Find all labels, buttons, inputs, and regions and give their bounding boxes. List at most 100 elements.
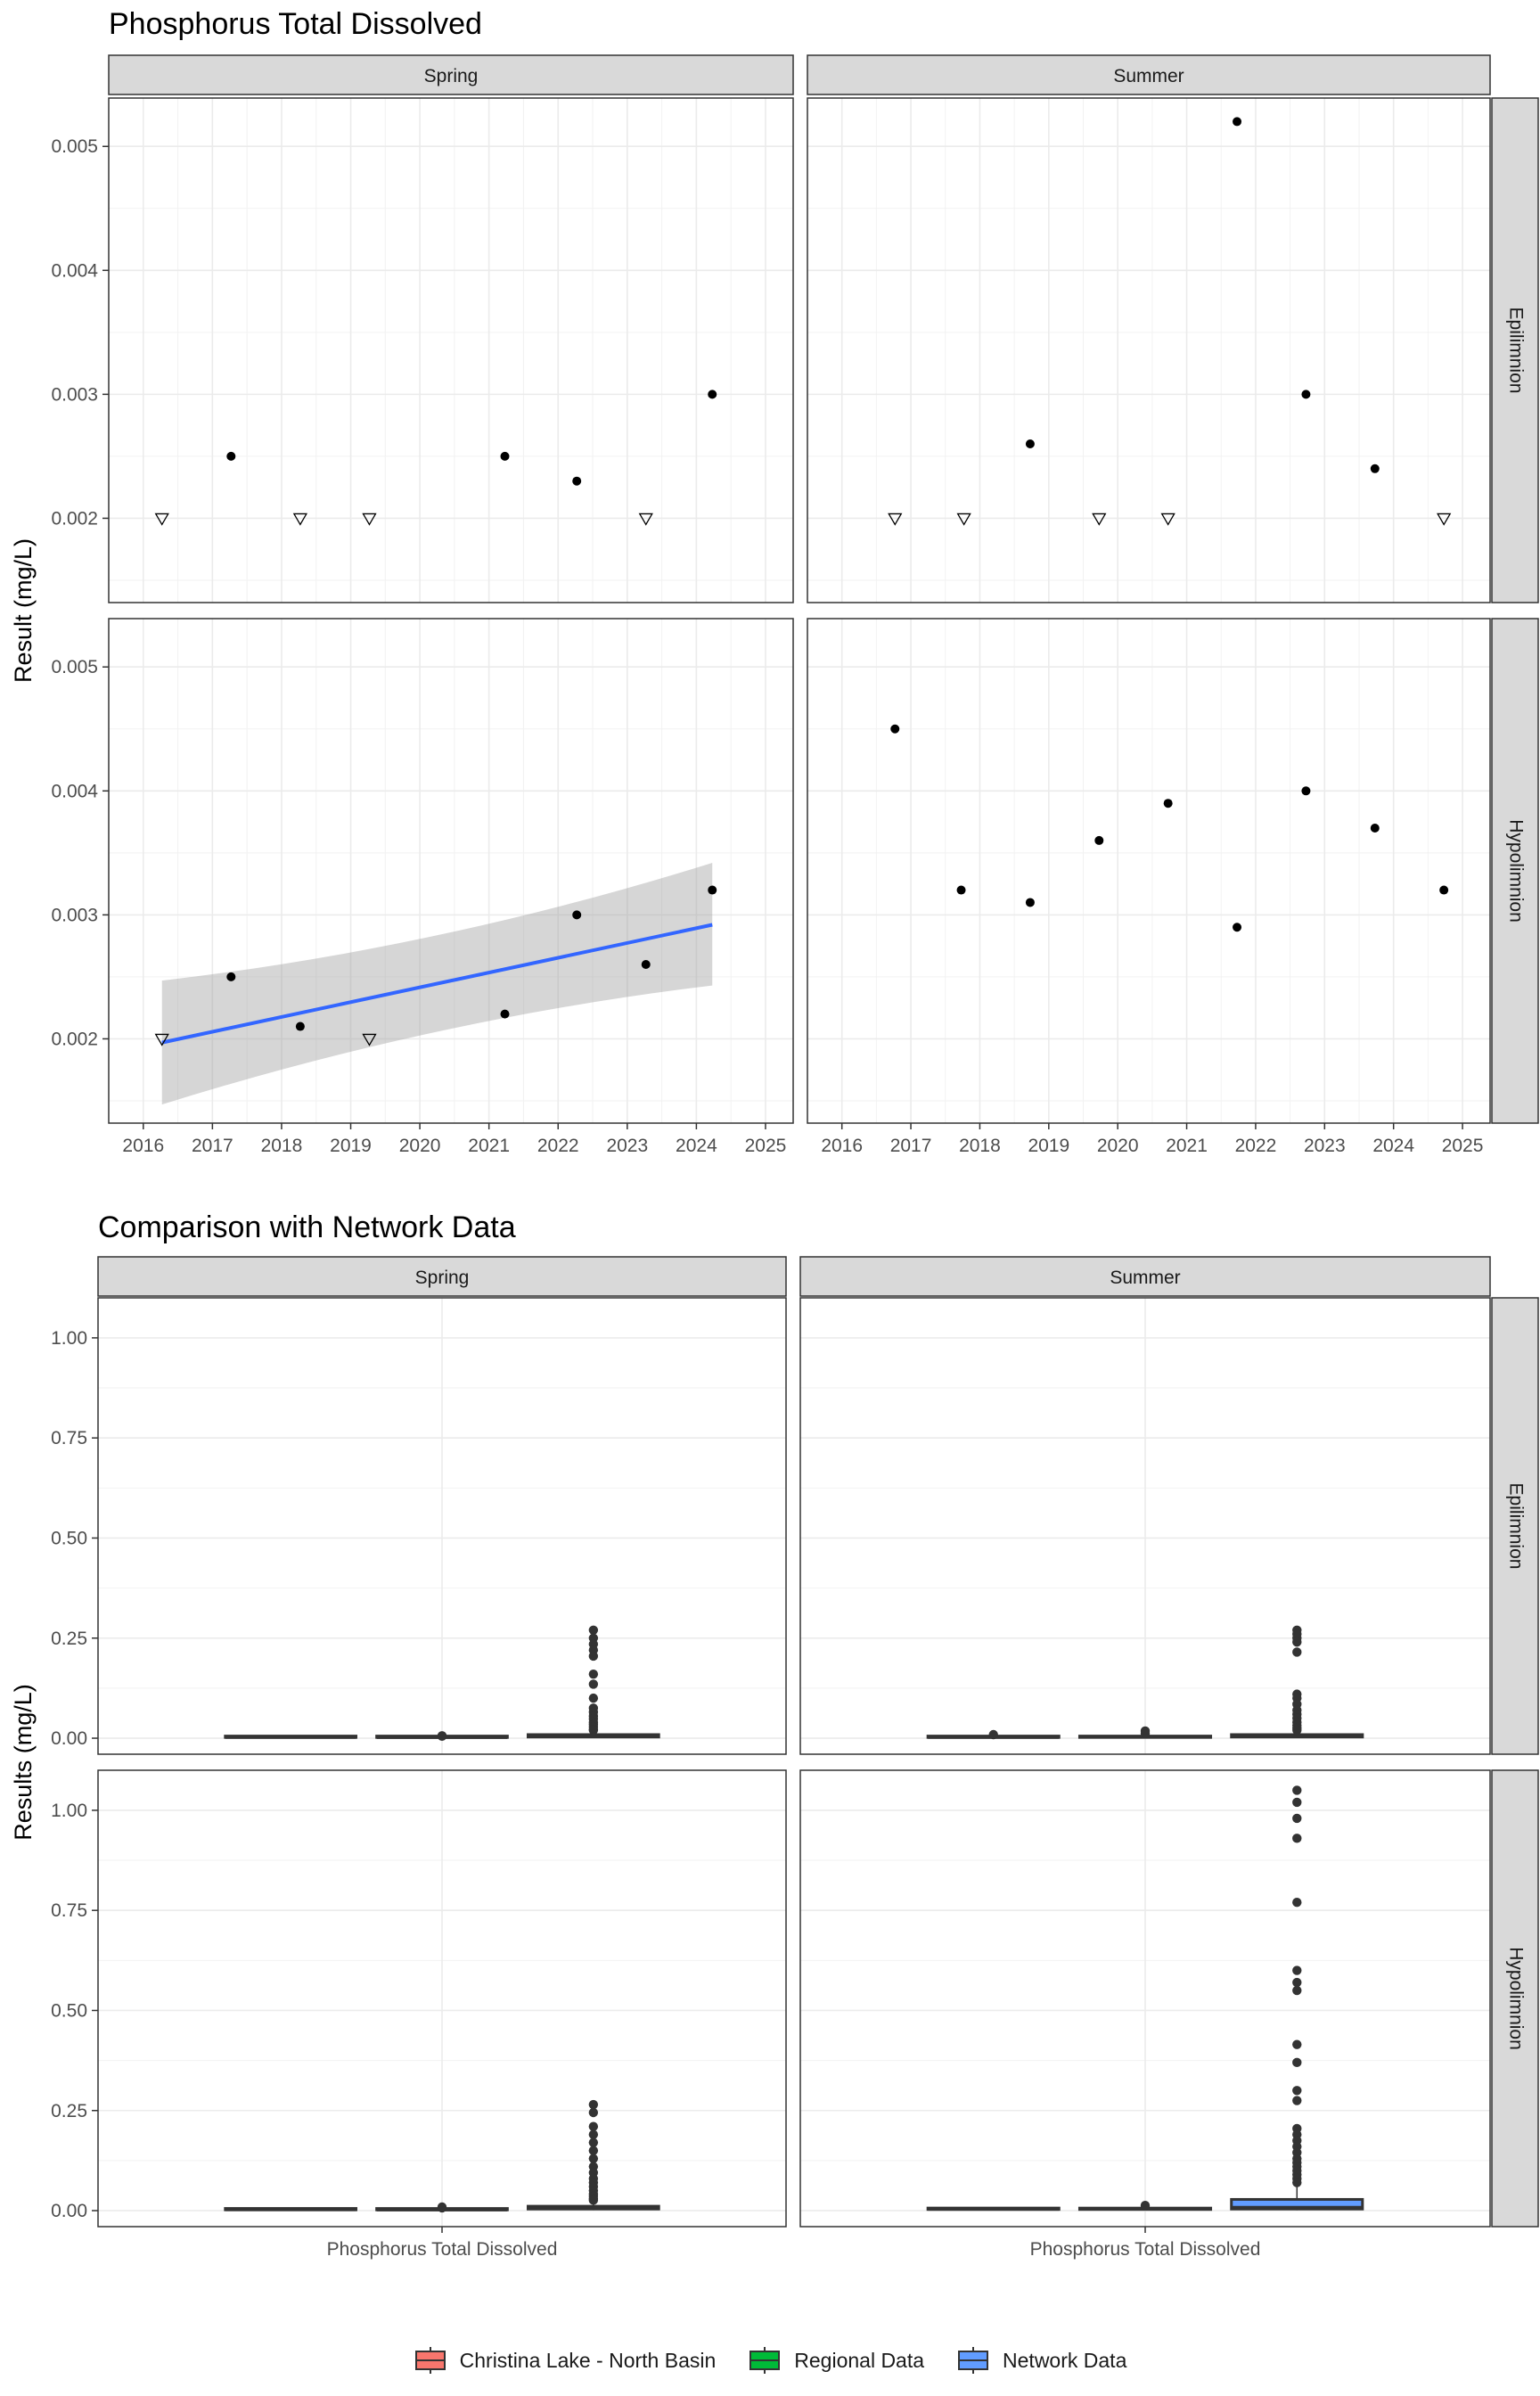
p2-summer-epilimnion-outlier (1292, 1725, 1302, 1735)
p2-row-strip-label-hypolimnion: Hypolimnion (1505, 1947, 1526, 2050)
p1-spring-hypolimnion-bdl-marker (362, 1033, 377, 1046)
p2-spring-hypolimnion-outlier (588, 2129, 599, 2139)
p1-spring-epilimnion-panel-bg (109, 98, 793, 603)
p2-strip-summer (799, 1256, 1491, 1297)
p2-summer-hypolimnion-outlier (1292, 2057, 1302, 2068)
p2-summer-epilimnion-panel-border (799, 1297, 1491, 1755)
p1-strip-label-summer: Summer (1113, 66, 1184, 86)
p1-x-tick-label: 2018 (261, 1136, 303, 1156)
p1-y-tick-label: 0.005 (51, 657, 98, 677)
p2-spring-epilimnion-outlier (437, 1731, 447, 1741)
p1-y-tick-label: 0.004 (51, 260, 98, 281)
p2-y-axis-label: Results (mg/L) (10, 1684, 37, 1841)
p1-summer-epilimnion-bdl-marker (956, 513, 971, 526)
p2-summer-hypolimnion-outlier (1292, 2039, 1302, 2049)
p1-row-strip-label-hypolimnion: Hypolimnion (1505, 819, 1526, 923)
p1-x-tick-label: 2019 (330, 1136, 372, 1156)
p1-x-tick-label: 2023 (606, 1136, 648, 1156)
legend-key (748, 2347, 782, 2374)
p2-y-tick-label: 1.00 (51, 1801, 87, 1821)
p1-spring-epilimnion-bdl-marker (154, 513, 169, 526)
p1-spring-hypolimnion-data-point (572, 910, 582, 920)
p2-strip-label-summer: Summer (1110, 1268, 1180, 1288)
p1-x-tick-label: 2020 (399, 1136, 441, 1156)
p1-summer-epilimnion-bdl-marker (1437, 513, 1452, 526)
p2-spring-hypolimnion-outlier (588, 2107, 599, 2118)
p1-x-tick-label: 2021 (1166, 1136, 1208, 1156)
p1-x-tick-label: 2019 (1028, 1136, 1069, 1156)
p2-strip-label-spring: Spring (415, 1268, 470, 1288)
p1-y-tick-label: 0.005 (51, 136, 98, 157)
legend-item: Regional Data (748, 2347, 924, 2374)
p1-summer-epilimnion-data-point (1301, 390, 1311, 399)
p1-spring-hypolimnion-data-point (500, 1009, 510, 1019)
legend-label: Network Data (1003, 2348, 1127, 2372)
p2-spring-hypolimnion-outlier (588, 2195, 599, 2205)
p2-summer-hypolimnion-outlier (1292, 1898, 1302, 1908)
p2-y-tick-label: 0.75 (51, 1900, 87, 1921)
p2-x-category-label: Phosphorus Total Dissolved (1030, 2239, 1261, 2260)
p2-summer-epilimnion-outlier (1292, 1637, 1302, 1647)
p2-y-tick-label: 0.50 (51, 1528, 87, 1548)
p1-x-tick-label: 2016 (122, 1136, 164, 1156)
p1-row-strip-hypolimnion (1491, 618, 1539, 1124)
legend-item: Christina Lake - North Basin (414, 2347, 717, 2374)
legend-key (414, 2347, 447, 2374)
p2-summer-hypolimnion-outlier (1292, 1834, 1302, 1843)
p2-y-tick-label: 0.50 (51, 2000, 87, 2021)
p1-summer-epilimnion-data-point (1233, 117, 1242, 127)
legend-label: Christina Lake - North Basin (459, 2348, 717, 2372)
p2-spring-hypolimnion-outlier (588, 2138, 599, 2147)
p1-spring-epilimnion-panel-border (108, 97, 794, 603)
p1-x-tick-label: 2017 (192, 1136, 233, 1156)
p1-summer-epilimnion-panel-border (807, 97, 1491, 603)
p2-spring-hypolimnion-outlier (588, 2154, 599, 2163)
p2-summer-hypolimnion-outlier (1292, 2178, 1302, 2187)
p2-spring-hypolimnion-outlier (588, 2121, 599, 2131)
p1-spring-hypolimnion-panel-border (108, 618, 794, 1124)
p1-y-axis-label: Result (mg/L) (10, 538, 37, 683)
p1-x-tick-label: 2018 (959, 1136, 1001, 1156)
p1-strip-label-spring: Spring (424, 66, 479, 86)
p1-summer-epilimnion-bdl-marker (1092, 513, 1107, 526)
p1-summer-hypolimnion-data-point (890, 724, 900, 734)
p2-row-strip-hypolimnion (1491, 1769, 1539, 2228)
p2-spring-hypolimnion-outlier (588, 2099, 599, 2110)
p1-spring-hypolimnion-trend-line (161, 923, 713, 1045)
p2-spring-epilimnion-outlier (588, 1625, 599, 1635)
p2-summer-epilimnion-outlier (1140, 1726, 1151, 1736)
p1-x-tick-label: 2024 (676, 1136, 717, 1156)
p2-summer-hypolimnion-outlier (1292, 1813, 1302, 1824)
p1-summer-hypolimnion-data-point (1439, 885, 1449, 895)
p2-x-category-label: Phosphorus Total Dissolved (327, 2239, 558, 2260)
p1-x-tick-label: 2020 (1097, 1136, 1139, 1156)
p1-spring-epilimnion-bdl-marker (638, 513, 653, 526)
p2-summer-hypolimnion-outlier (1292, 1977, 1302, 1988)
p2-summer-epilimnion-outlier (988, 1729, 998, 1740)
p2-summer-hypolimnion-outlier (1292, 1785, 1302, 1795)
p1-summer-hypolimnion-panel-bg (807, 619, 1490, 1123)
p1-spring-hypolimnion-data-point (641, 959, 651, 969)
p2-spring-hypolimnion-outlier (437, 2202, 447, 2212)
p1-x-tick-label: 2025 (745, 1136, 787, 1156)
p1-x-tick-label: 2022 (537, 1136, 579, 1156)
p1-summer-epilimnion-bdl-marker (888, 513, 903, 526)
p1-summer-hypolimnion-data-point (956, 885, 966, 895)
p1-x-tick-label: 2017 (890, 1136, 932, 1156)
p1-spring-hypolimnion-data-point (708, 885, 717, 895)
p1-x-tick-label: 2021 (468, 1136, 510, 1156)
p2-row-strip-epilimnion (1491, 1297, 1539, 1755)
p2-y-tick-label: 0.00 (51, 1728, 87, 1749)
p1-summer-epilimnion-data-point (1370, 464, 1380, 473)
p1-y-tick-label: 0.004 (51, 781, 98, 801)
plot2-title: Comparison with Network Data (98, 1210, 516, 1244)
p2-spring-epilimnion-panel-border (97, 1297, 787, 1755)
p1-row-strip-epilimnion (1491, 97, 1539, 603)
p2-spring-epilimnion-outlier (588, 1669, 599, 1679)
p2-summer-epilimnion-outlier (1292, 1647, 1302, 1657)
p1-spring-epilimnion-data-point (708, 390, 717, 399)
p2-summer-hypolimnion-box-2 (1230, 2197, 1364, 2211)
p2-spring-epilimnion-outlier (588, 1679, 599, 1689)
plot1-title: Phosphorus Total Dissolved (109, 7, 482, 41)
